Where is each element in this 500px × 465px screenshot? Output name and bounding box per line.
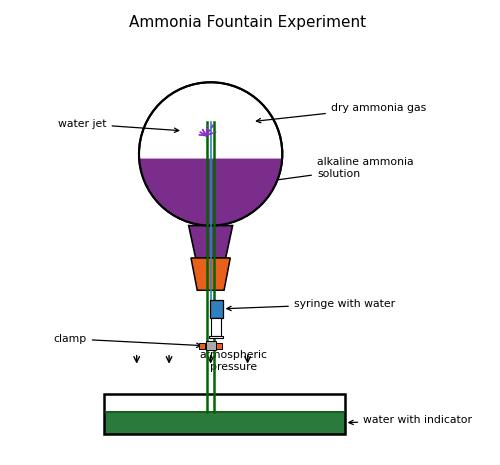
Circle shape (139, 82, 282, 226)
Text: dry ammonia gas: dry ammonia gas (256, 103, 426, 123)
Bar (211, 318, 222, 336)
Text: syringe with water: syringe with water (227, 299, 395, 311)
Text: water with indicator: water with indicator (349, 415, 472, 425)
Bar (210, 336, 223, 339)
Polygon shape (188, 226, 232, 258)
Polygon shape (191, 258, 230, 290)
Bar (210, 299, 222, 318)
Text: water jet: water jet (58, 119, 178, 133)
Text: atmospheric
pressure: atmospheric pressure (200, 350, 268, 372)
Text: clamp: clamp (54, 334, 201, 347)
Bar (216, 343, 222, 349)
Bar (206, 341, 216, 350)
Text: Ammonia Fountain Experiment: Ammonia Fountain Experiment (129, 15, 366, 30)
Polygon shape (139, 159, 282, 226)
Text: alkaline ammonia
solution: alkaline ammonia solution (252, 157, 414, 185)
Bar (104, 412, 344, 433)
Bar (104, 394, 344, 433)
Bar (199, 343, 205, 349)
Bar (214, 318, 218, 322)
